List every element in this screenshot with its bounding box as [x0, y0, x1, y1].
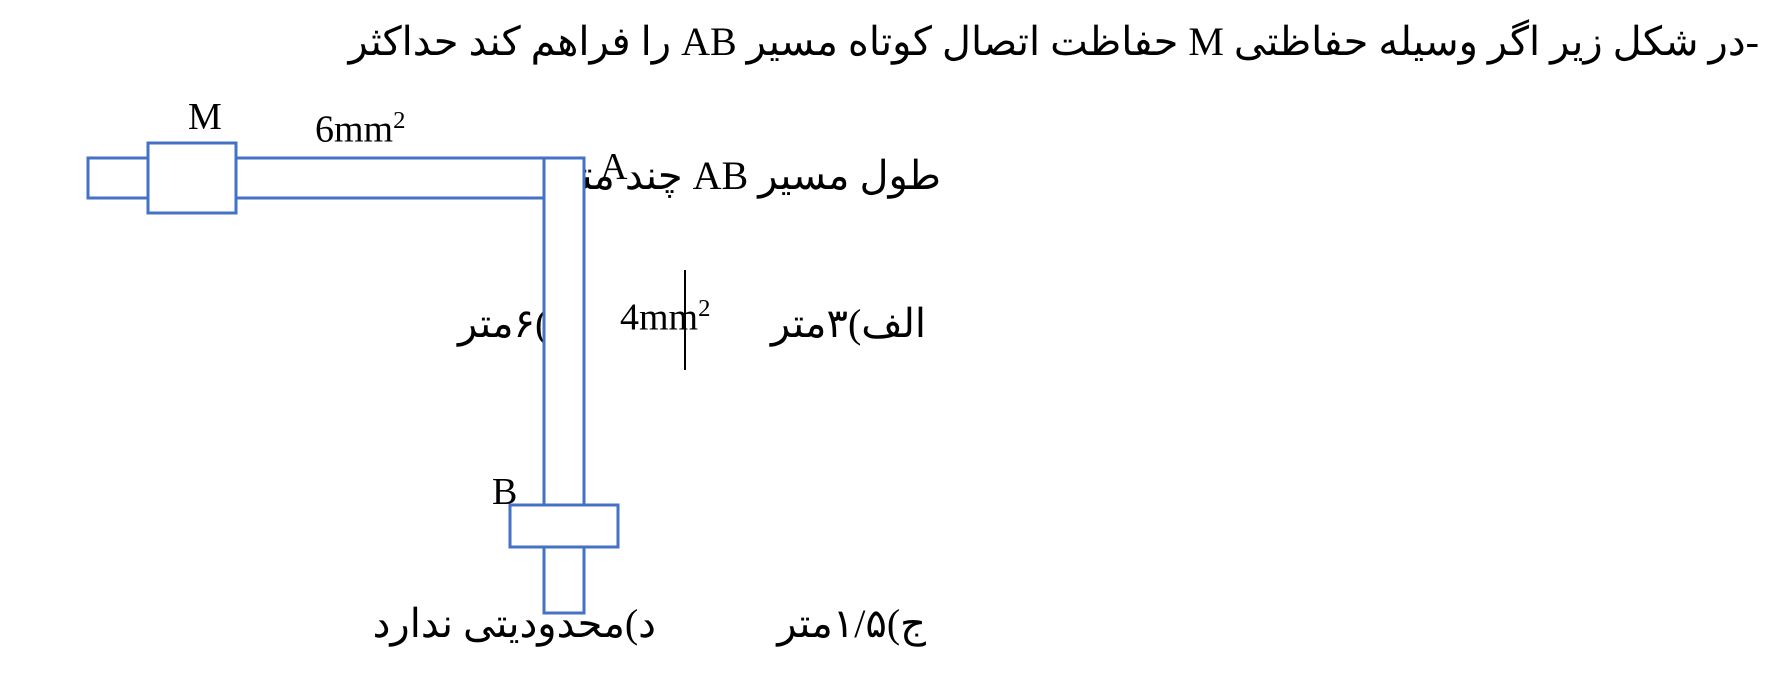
option-c: ج)۱/۵متر: [777, 600, 926, 647]
label-M: M: [188, 95, 222, 139]
option-a: الف)۳متر: [771, 300, 926, 347]
label-top-wire: 6mm2: [315, 107, 405, 152]
circuit-diagram: M 6mm2 A 4mm2 B: [60, 95, 680, 615]
question-text-line1: -در شکل زیر اگر وسیله حفاظتی M حفاظت اتص…: [349, 18, 1760, 65]
label-B: B: [492, 470, 517, 514]
label-A: A: [600, 145, 627, 189]
label-right-wire: 4mm2: [620, 295, 710, 340]
